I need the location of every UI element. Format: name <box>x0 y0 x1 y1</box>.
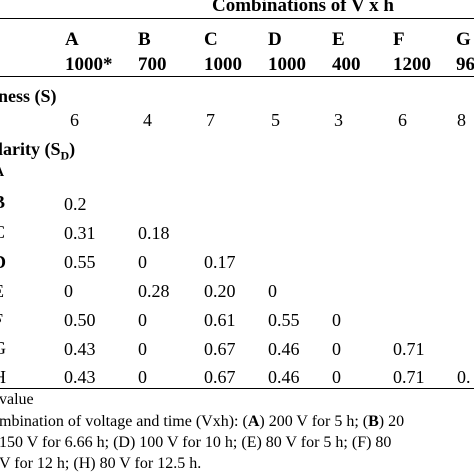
column-value: 1200 <box>393 54 431 75</box>
matrix-row-label: F <box>0 311 3 329</box>
matrix-cell: 0.61 <box>204 310 236 330</box>
table-title: Combinations of V x h <box>212 0 394 16</box>
richness-value: 8 <box>457 110 466 130</box>
column-letter: B <box>138 29 151 50</box>
column-letter: G <box>456 29 471 50</box>
matrix-row-label: H <box>0 368 6 386</box>
matrix-cell: 0.67 <box>204 367 236 387</box>
matrix-cell: 0 <box>138 367 147 387</box>
column-letter: D <box>268 29 282 50</box>
matrix-cell: 0 <box>138 310 147 330</box>
matrix-cell: 0.43 <box>64 339 96 359</box>
matrix-row-label: G <box>0 339 6 357</box>
matrix-cell: 0.71 <box>393 367 425 387</box>
header-rule <box>0 18 474 19</box>
footnote-line: V for 12 h; (H) 80 V for 12.5 h. <box>0 455 202 472</box>
column-letter: E <box>332 29 345 50</box>
richness-value: 7 <box>206 110 215 130</box>
matrix-row-label: A <box>0 166 4 180</box>
matrix-cell: 0.17 <box>204 252 236 272</box>
matrix-cell: 0.55 <box>64 252 96 272</box>
richness-label: ness (S) <box>0 86 57 106</box>
column-value: 700 <box>138 54 167 75</box>
column-value: 96 <box>456 54 474 75</box>
richness-value: 6 <box>398 110 407 130</box>
matrix-cell: 0.50 <box>64 310 96 330</box>
matrix-cell: 0 <box>268 281 277 301</box>
matrix-cell: 0.46 <box>268 367 300 387</box>
richness-value: 6 <box>70 110 79 130</box>
matrix-cell: 0.71 <box>393 339 425 359</box>
matrix-cell: 0 <box>138 339 147 359</box>
column-value: 1000 <box>268 54 306 75</box>
matrix-cell: 0.20 <box>204 281 236 301</box>
footnote-line: value <box>0 391 34 408</box>
matrix-cell: 0. <box>457 367 471 387</box>
table-bottom-rule <box>0 388 474 389</box>
matrix-cell: 0.31 <box>64 223 96 243</box>
matrix-cell: 0 <box>332 367 341 387</box>
matrix-row-label: C <box>0 223 5 241</box>
column-value: 1000 <box>204 54 242 75</box>
matrix-cell: 0 <box>64 281 73 301</box>
richness-value: 3 <box>334 110 343 130</box>
richness-value: 5 <box>271 110 280 130</box>
column-letter: C <box>204 29 218 50</box>
column-letter: F <box>393 29 405 50</box>
matrix-row-label: D <box>0 253 6 271</box>
matrix-cell: 0.43 <box>64 367 96 387</box>
matrix-cell: 0.67 <box>204 339 236 359</box>
matrix-cell: 0 <box>332 339 341 359</box>
footnote-line: 150 V for 6.66 h; (D) 100 V for 10 h; (E… <box>0 434 392 451</box>
similarity-label: larity (SD) <box>0 139 76 163</box>
column-value: 1000* <box>65 54 113 75</box>
matrix-cell: 0.28 <box>138 281 170 301</box>
matrix-cell: 0.55 <box>268 310 300 330</box>
matrix-cell: 0.46 <box>268 339 300 359</box>
column-header-rule <box>0 76 474 77</box>
column-value: 400 <box>332 54 361 75</box>
matrix-row-label: B <box>0 193 5 211</box>
matrix-row-label: E <box>0 282 4 300</box>
matrix-cell: 0 <box>332 310 341 330</box>
matrix-cell: 0.2 <box>64 194 87 214</box>
footnote-line: mbination of voltage and time (Vxh): (A)… <box>0 413 405 430</box>
matrix-cell: 0.18 <box>138 223 170 243</box>
richness-value: 4 <box>143 110 152 130</box>
matrix-cell: 0 <box>138 252 147 272</box>
column-letter: A <box>65 29 79 50</box>
